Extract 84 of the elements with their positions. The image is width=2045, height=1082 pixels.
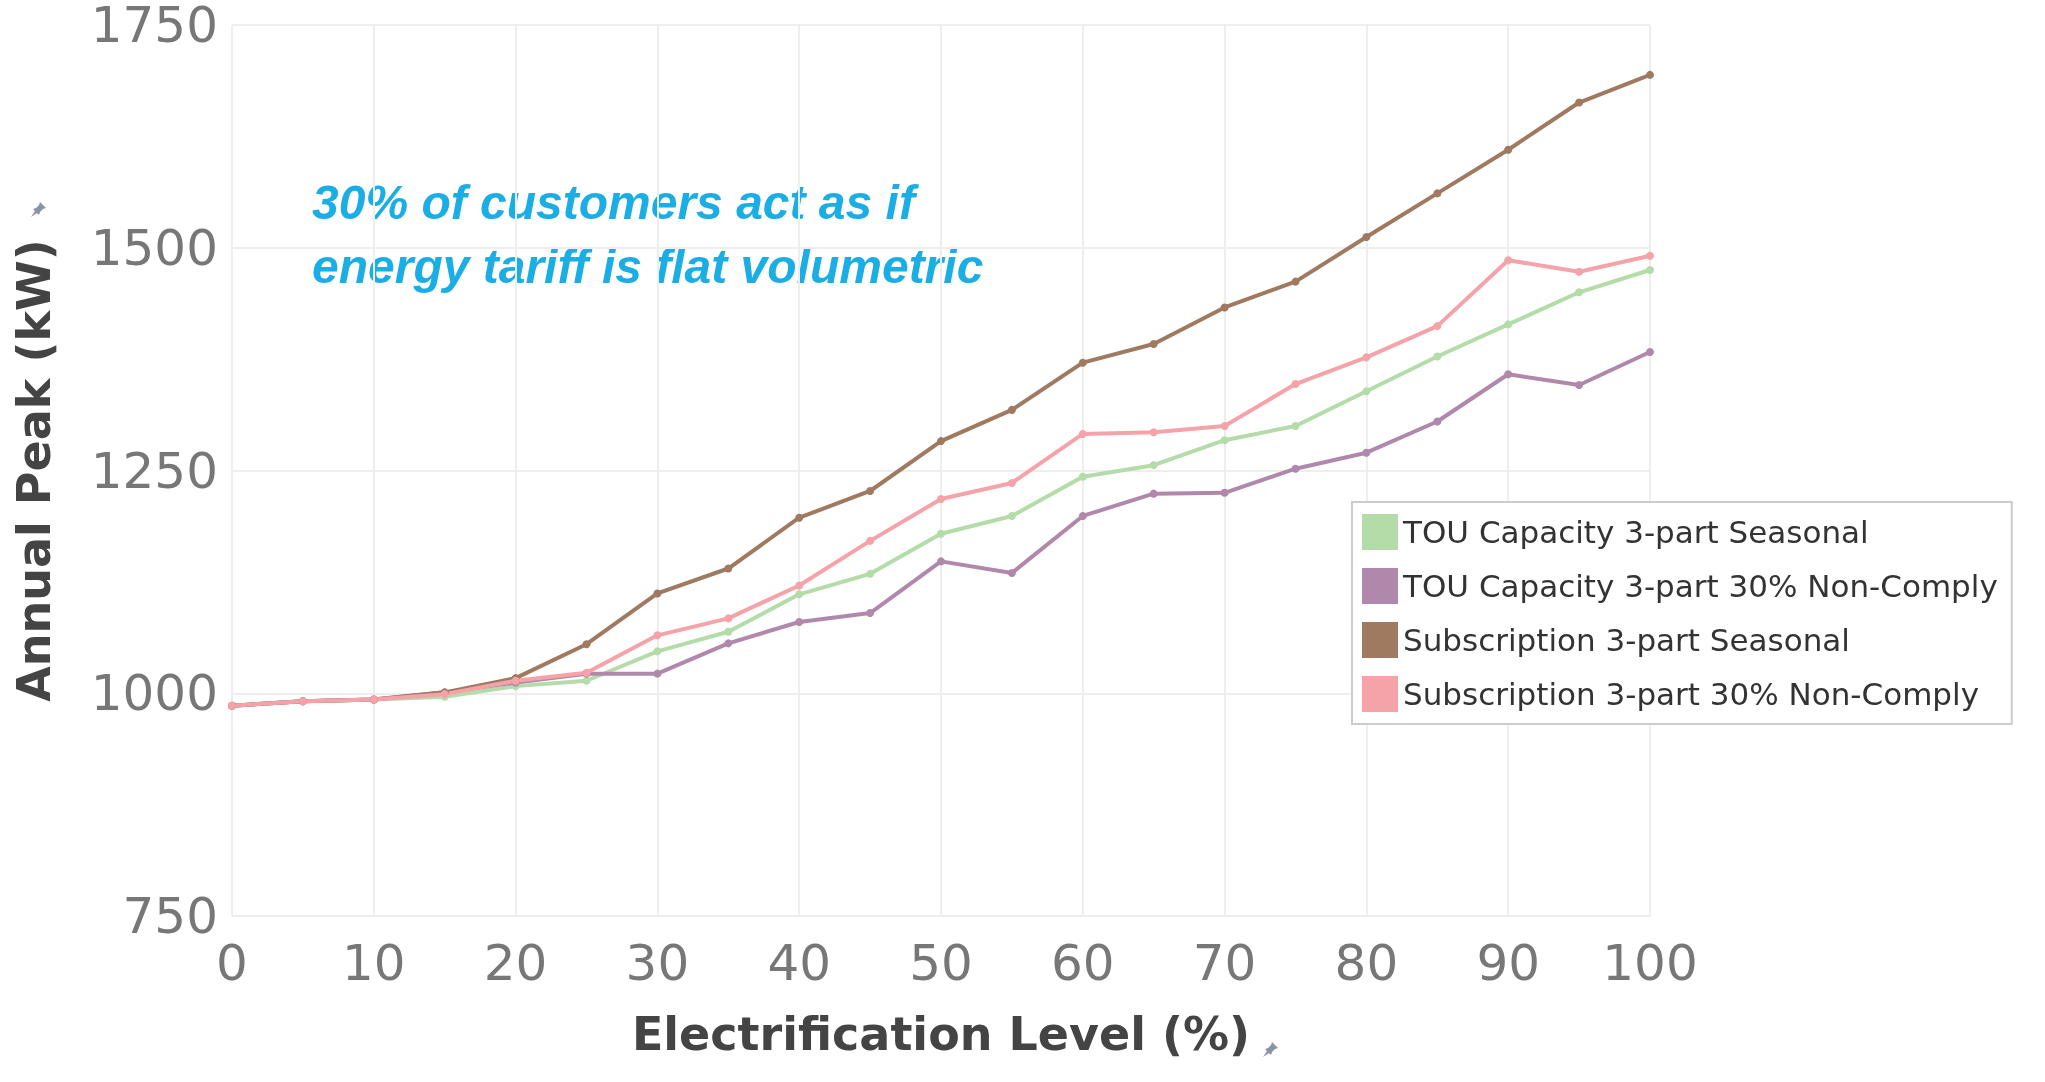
point	[1504, 370, 1513, 379]
point	[653, 589, 662, 598]
point	[1149, 428, 1158, 437]
point	[1433, 352, 1442, 361]
x-tick-label: 50	[909, 934, 973, 992]
x-tick-label: 80	[1334, 934, 1399, 992]
point	[724, 614, 733, 623]
x-tick-label: 10	[341, 934, 406, 992]
point	[937, 495, 945, 504]
point	[1362, 387, 1371, 396]
legend-label: TOU Capacity 3-part 30% Non-Comply	[1402, 568, 1998, 604]
point	[1220, 303, 1229, 312]
point	[1362, 448, 1371, 457]
point	[1291, 380, 1300, 389]
point	[795, 617, 804, 626]
point	[866, 486, 875, 495]
point	[795, 590, 804, 599]
point	[795, 581, 804, 590]
x-tick-label: 70	[1192, 934, 1257, 992]
point	[1220, 436, 1229, 445]
y-tick-label: 1500	[90, 218, 218, 277]
point	[1149, 461, 1158, 470]
point	[724, 639, 733, 648]
point	[1433, 322, 1442, 331]
point	[1007, 405, 1016, 414]
point	[1007, 568, 1016, 577]
legend-label: TOU Capacity 3-part Seasonal	[1402, 514, 1869, 550]
point	[1646, 348, 1654, 356]
point	[1220, 421, 1229, 430]
point	[1433, 189, 1442, 198]
y-tick-label: 1250	[90, 441, 218, 500]
point	[1575, 98, 1584, 107]
y-axis-title: Annual Peak (kW)	[7, 239, 61, 702]
legend-label: Subscription 3-part 30% Non-Comply	[1403, 676, 1979, 712]
point	[1504, 145, 1513, 154]
point	[866, 609, 875, 618]
point	[724, 564, 733, 573]
point	[937, 437, 945, 446]
point	[1575, 267, 1584, 276]
x-tick-label: 40	[767, 934, 832, 992]
x-axis-title: Electrification Level (%)	[631, 1007, 1251, 1061]
point	[653, 631, 662, 640]
point	[653, 669, 662, 678]
point	[1078, 429, 1087, 438]
point	[724, 627, 733, 636]
point	[1433, 417, 1442, 426]
x-tick-label: 0	[216, 934, 248, 992]
point	[1575, 380, 1584, 389]
point	[1362, 353, 1371, 362]
point	[1646, 70, 1654, 79]
point	[1149, 339, 1158, 348]
y-tick-label: 750	[122, 887, 218, 945]
point	[1007, 478, 1016, 487]
point	[1078, 472, 1087, 481]
point	[1362, 233, 1371, 242]
point	[1504, 256, 1513, 265]
legend-label: Subscription 3-part Seasonal	[1403, 622, 1850, 658]
point	[582, 676, 591, 685]
point	[1007, 511, 1016, 520]
point	[1291, 464, 1300, 473]
point	[1220, 488, 1229, 497]
point	[1646, 251, 1654, 260]
point	[1291, 277, 1300, 286]
point	[1149, 489, 1158, 498]
x-tick-label: 100	[1602, 934, 1698, 992]
point	[937, 557, 945, 566]
x-tick-label: 60	[1050, 934, 1115, 992]
point	[866, 569, 875, 578]
point	[653, 647, 662, 656]
y-tick-label: 1750	[90, 0, 218, 54]
x-tick-label: 30	[625, 934, 690, 992]
point	[1291, 421, 1300, 430]
point	[1078, 511, 1087, 520]
point	[795, 513, 804, 522]
x-tick-label: 90	[1476, 934, 1541, 992]
y-tick-label: 1000	[90, 664, 218, 723]
point	[1575, 288, 1584, 297]
point	[582, 640, 591, 649]
x-tick-label: 20	[483, 934, 548, 992]
point	[1504, 320, 1513, 329]
point	[1078, 358, 1087, 367]
point	[937, 529, 945, 538]
point	[1646, 266, 1654, 275]
point	[866, 536, 875, 545]
